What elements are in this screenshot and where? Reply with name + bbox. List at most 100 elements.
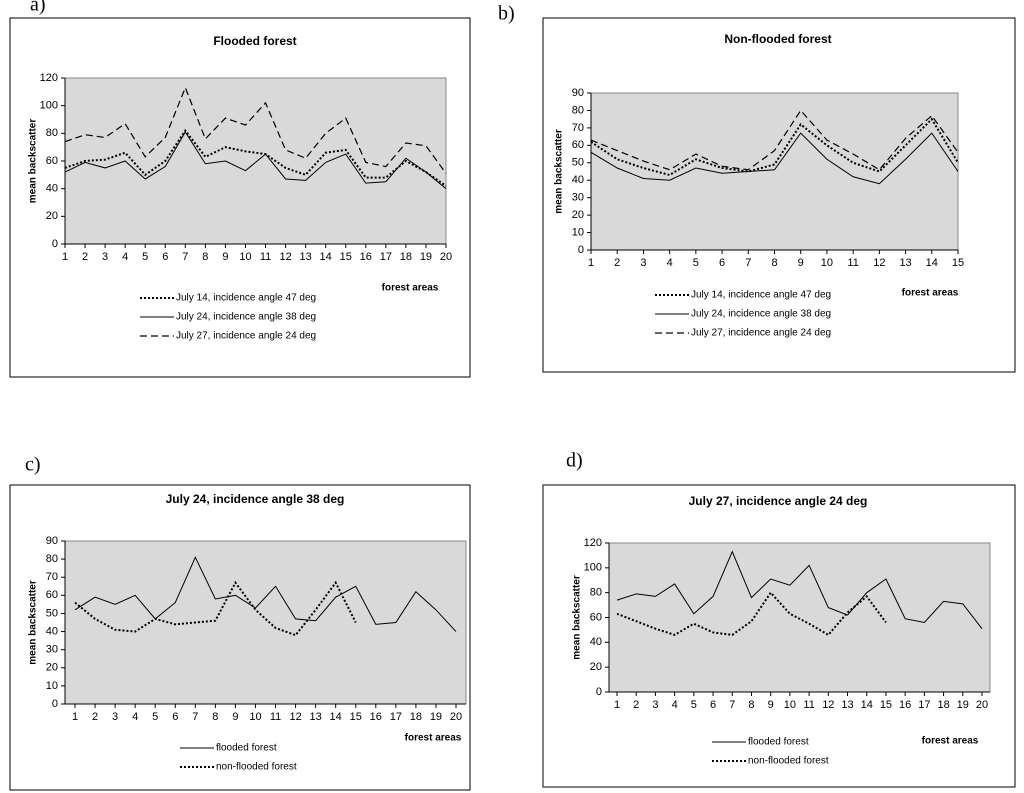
y-tick-label: 80 xyxy=(590,587,602,599)
x-tick-label: 18 xyxy=(937,699,949,711)
y-tick-label: 30 xyxy=(572,192,584,204)
x-tick-label: 13 xyxy=(841,699,853,711)
x-tick-label: 6 xyxy=(719,257,725,269)
x-tick-label: 10 xyxy=(239,251,251,263)
x-tick-label: 10 xyxy=(784,699,796,711)
y-tick-label: 50 xyxy=(572,157,584,169)
series-line xyxy=(616,550,983,629)
y-tick-label: 40 xyxy=(572,174,584,186)
y-tick-label: 60 xyxy=(590,611,602,623)
x-tick-label: 8 xyxy=(748,699,754,711)
legend-label: July 24, incidence angle 38 deg xyxy=(691,309,831,320)
x-tick-label: 18 xyxy=(410,711,422,723)
x-tick-label: 9 xyxy=(798,257,804,269)
x-tick-label: 17 xyxy=(918,699,930,711)
x-tick-label: 2 xyxy=(92,711,98,723)
legend-label: July 14, incidence angle 47 deg xyxy=(176,293,316,304)
series-line xyxy=(64,86,447,174)
series-line xyxy=(590,117,959,177)
y-tick-label: 80 xyxy=(46,553,58,565)
x-tick-label: 10 xyxy=(249,711,261,723)
y-tick-label: 90 xyxy=(46,535,58,547)
panel-label: a) xyxy=(30,0,46,16)
x-tick-label: 15 xyxy=(340,251,352,263)
y-tick-label: 60 xyxy=(46,589,58,601)
legend-label: flooded forest xyxy=(748,737,809,748)
x-tick-label: 8 xyxy=(202,251,208,263)
panel-frame xyxy=(542,17,1016,373)
x-tick-label: 5 xyxy=(152,711,158,723)
x-tick-label: 5 xyxy=(691,699,697,711)
y-tick-label: 30 xyxy=(46,644,58,656)
x-tick-label: 20 xyxy=(450,711,462,723)
x-tick-label: 13 xyxy=(310,711,322,723)
x-tick-label: 19 xyxy=(420,251,432,263)
legend-label: non-flooded forest xyxy=(748,756,829,767)
y-tick-label: 70 xyxy=(46,571,58,583)
plot-area xyxy=(64,77,447,245)
y-tick-label: 20 xyxy=(572,209,584,221)
x-tick-label: 4 xyxy=(132,711,138,723)
x-tick-label: 4 xyxy=(672,699,678,711)
chart-title: Flooded forest xyxy=(213,34,296,48)
plot-area xyxy=(608,542,991,693)
legend-label: July 27, incidence angle 24 deg xyxy=(176,331,316,342)
x-tick-label: 4 xyxy=(667,257,673,269)
x-tick-label: 7 xyxy=(745,257,751,269)
legend-label: July 24, incidence angle 38 deg xyxy=(176,312,316,323)
x-tick-label: 15 xyxy=(880,699,892,711)
x-tick-label: 6 xyxy=(162,251,168,263)
x-tick-label: 5 xyxy=(693,257,699,269)
x-tick-label: 1 xyxy=(62,251,68,263)
x-axis-label: forest areas xyxy=(922,736,979,747)
y-axis-label: mean backscatter xyxy=(28,580,39,665)
series-line xyxy=(64,130,447,190)
series-line xyxy=(590,109,959,171)
x-tick-label: 17 xyxy=(380,251,392,263)
chart-title: July 27, incidence angle 24 deg xyxy=(689,494,868,508)
y-tick-label: 40 xyxy=(46,183,58,195)
x-tick-label: 18 xyxy=(400,251,412,263)
y-tick-label: 40 xyxy=(590,636,602,648)
y-axis-label: mean backscatter xyxy=(554,129,565,214)
x-tick-label: 9 xyxy=(768,699,774,711)
x-tick-label: 16 xyxy=(899,699,911,711)
y-tick-label: 100 xyxy=(584,562,602,574)
x-tick-label: 20 xyxy=(440,251,452,263)
x-tick-label: 17 xyxy=(390,711,402,723)
x-tick-label: 6 xyxy=(710,699,716,711)
x-tick-label: 13 xyxy=(899,257,911,269)
x-tick-label: 7 xyxy=(192,711,198,723)
x-tick-label: 11 xyxy=(260,251,271,263)
x-tick-label: 2 xyxy=(633,699,639,711)
y-tick-label: 20 xyxy=(590,661,602,673)
plot-area xyxy=(64,540,467,705)
y-tick-label: 70 xyxy=(572,122,584,134)
x-tick-label: 3 xyxy=(102,251,108,263)
panel-label: c) xyxy=(25,454,41,476)
panel-label: d) xyxy=(566,450,583,472)
x-tick-label: 4 xyxy=(122,251,128,263)
y-tick-label: 80 xyxy=(46,127,58,139)
x-tick-label: 11 xyxy=(803,699,814,711)
y-axis-label: mean backscatter xyxy=(28,119,39,204)
y-tick-label: 100 xyxy=(40,100,58,112)
y-axis-label: mean backscatter xyxy=(572,575,583,660)
x-tick-label: 11 xyxy=(847,257,858,269)
y-tick-label: 120 xyxy=(40,72,58,84)
y-tick-label: 80 xyxy=(572,104,584,116)
series-line xyxy=(74,556,457,632)
y-tick-label: 20 xyxy=(46,210,58,222)
y-tick-label: 50 xyxy=(46,607,58,619)
x-tick-label: 14 xyxy=(861,699,873,711)
x-tick-label: 20 xyxy=(976,699,988,711)
y-tick-label: 90 xyxy=(572,87,584,99)
y-tick-label: 60 xyxy=(572,139,584,151)
y-tick-label: 10 xyxy=(46,680,58,692)
legend-label: July 27, incidence angle 24 deg xyxy=(691,328,831,339)
x-tick-label: 12 xyxy=(289,711,301,723)
series-line xyxy=(590,132,959,185)
y-tick-label: 60 xyxy=(46,155,58,167)
legend-label: July 14, incidence angle 47 deg xyxy=(691,290,831,301)
